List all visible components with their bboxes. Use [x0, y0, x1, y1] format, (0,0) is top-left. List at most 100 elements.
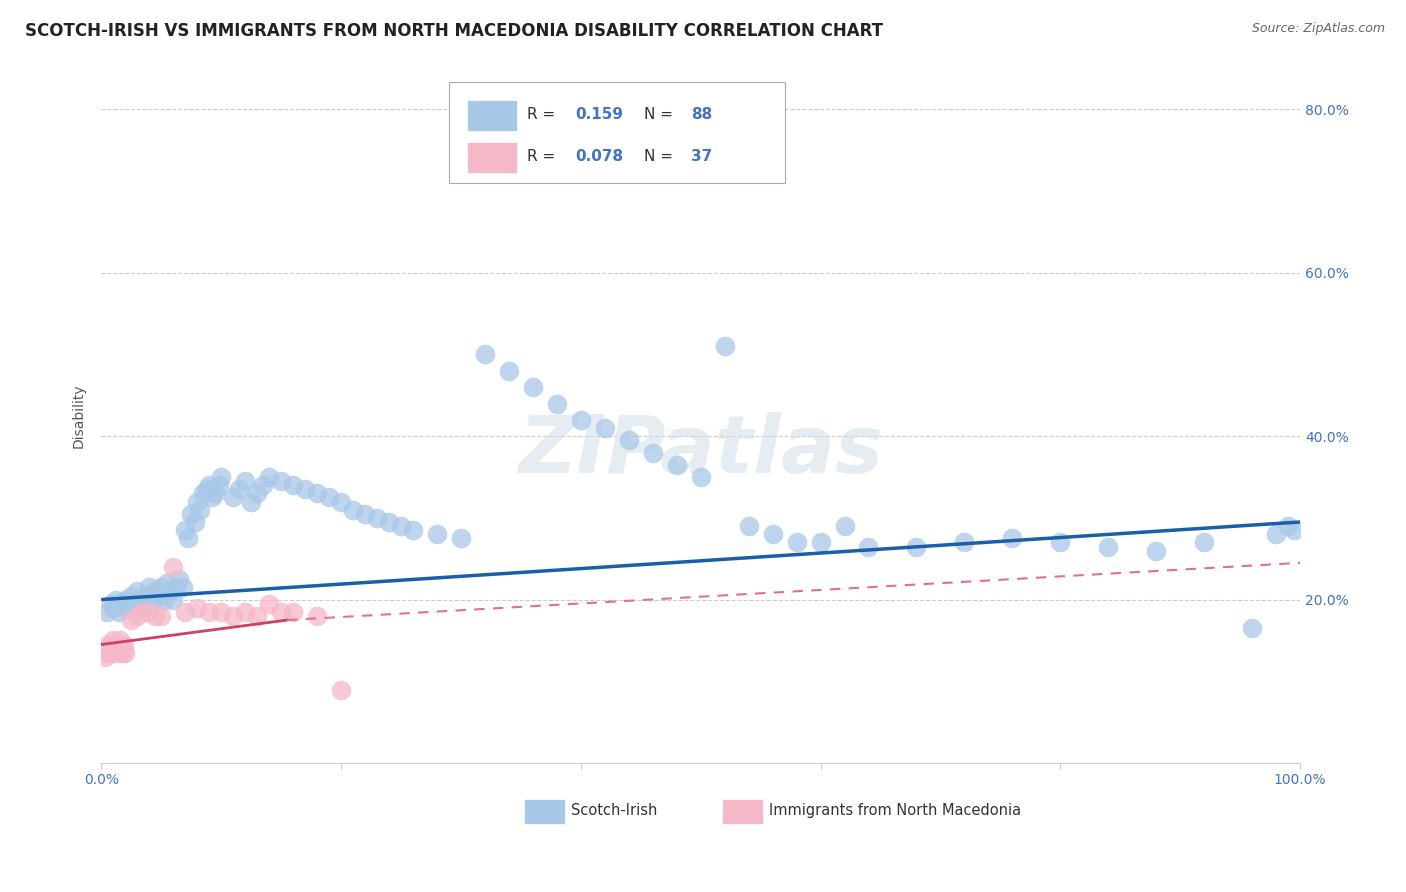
Point [208, 478, 231, 492]
Point [167, 572, 190, 586]
Point [132, 597, 155, 611]
Point [150, 609, 173, 624]
Point [104, 638, 127, 652]
Point [100, 597, 122, 611]
Point [120, 613, 142, 627]
Point [165, 580, 187, 594]
Point [761, 527, 783, 541]
Point [107, 641, 129, 656]
Point [124, 597, 146, 611]
Point [246, 609, 269, 624]
Point [152, 592, 174, 607]
Point [183, 515, 205, 529]
Point [176, 532, 198, 546]
Point [257, 597, 280, 611]
Point [1144, 543, 1167, 558]
Point [108, 605, 131, 619]
Point [222, 609, 245, 624]
Point [97, 646, 120, 660]
Point [200, 491, 222, 505]
Point [810, 535, 832, 549]
Point [100, 638, 122, 652]
Point [281, 605, 304, 619]
Point [105, 646, 128, 660]
Point [117, 597, 139, 611]
Point [378, 515, 401, 529]
Point [270, 474, 292, 488]
Point [162, 592, 184, 607]
Point [103, 633, 125, 648]
Text: N =: N = [644, 149, 678, 163]
Point [101, 646, 124, 660]
Text: N =: N = [644, 107, 678, 122]
Point [186, 600, 208, 615]
Point [198, 605, 221, 619]
Point [354, 507, 377, 521]
Point [270, 605, 292, 619]
Point [209, 470, 232, 484]
Point [546, 396, 568, 410]
Point [305, 486, 328, 500]
Point [204, 486, 226, 500]
Point [1282, 523, 1305, 537]
Point [114, 646, 136, 660]
Point [180, 507, 202, 521]
Point [132, 605, 155, 619]
Text: 88: 88 [692, 107, 713, 122]
Point [1049, 535, 1071, 549]
Point [233, 474, 256, 488]
Point [111, 641, 134, 656]
Text: SCOTCH-IRISH VS IMMIGRANTS FROM NORTH MACEDONIA DISABILITY CORRELATION CHART: SCOTCH-IRISH VS IMMIGRANTS FROM NORTH MA… [25, 22, 883, 40]
Point [138, 580, 160, 594]
Point [98, 641, 121, 656]
Point [128, 592, 150, 607]
Point [96, 638, 118, 652]
Point [127, 584, 149, 599]
Point [522, 380, 544, 394]
Point [450, 532, 472, 546]
FancyBboxPatch shape [723, 799, 763, 824]
Point [593, 421, 616, 435]
Text: 37: 37 [692, 149, 713, 163]
Point [246, 486, 269, 500]
Point [127, 609, 149, 624]
Point [114, 592, 136, 607]
Point [294, 483, 316, 497]
Point [474, 347, 496, 361]
Point [905, 540, 928, 554]
Point [330, 494, 353, 508]
Point [120, 589, 142, 603]
Point [318, 491, 340, 505]
Point [252, 478, 274, 492]
Point [953, 535, 976, 549]
Point [858, 540, 880, 554]
Point [143, 609, 166, 624]
Point [186, 494, 208, 508]
Point [330, 682, 353, 697]
Point [1192, 535, 1215, 549]
Point [110, 646, 132, 660]
Point [1277, 519, 1299, 533]
Point [112, 638, 135, 652]
Point [617, 434, 640, 448]
Point [713, 339, 735, 353]
Point [108, 638, 131, 652]
Point [834, 519, 856, 533]
Point [111, 599, 134, 614]
Point [641, 445, 664, 459]
Point [665, 458, 688, 472]
Point [198, 478, 221, 492]
Point [103, 600, 125, 615]
Point [188, 502, 211, 516]
Point [94, 649, 117, 664]
FancyBboxPatch shape [449, 82, 785, 183]
Point [104, 592, 127, 607]
Point [342, 502, 364, 516]
Text: R =: R = [527, 149, 560, 163]
Point [156, 576, 179, 591]
Point [426, 527, 449, 541]
Y-axis label: Disability: Disability [72, 384, 86, 448]
Point [281, 478, 304, 492]
Point [162, 560, 184, 574]
Point [148, 589, 170, 603]
